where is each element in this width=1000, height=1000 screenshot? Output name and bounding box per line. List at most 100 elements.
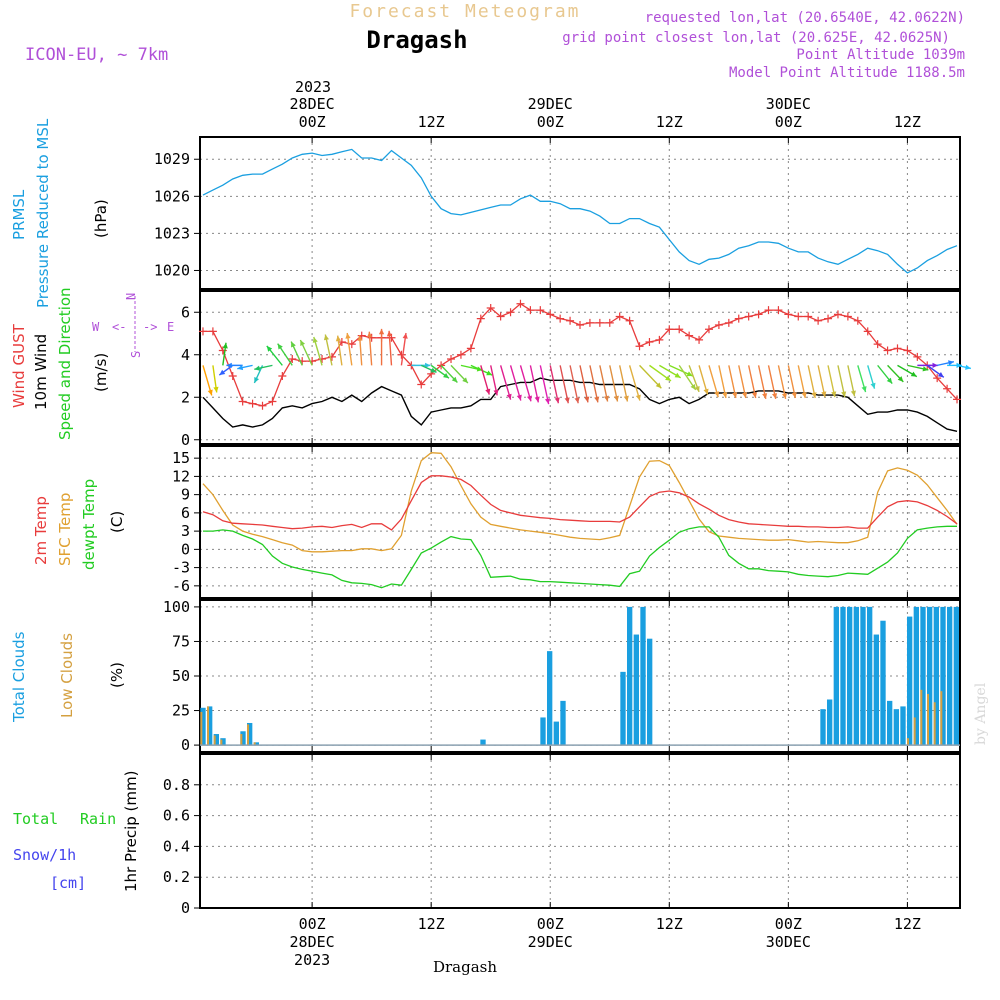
wind-arrow-head [564,397,570,404]
total-cloud-bar [947,606,953,746]
wind-arrow-head [506,393,512,400]
wind-arrow-head [821,391,827,398]
total-cloud-bar [860,606,866,746]
wind-arrow-head [335,335,342,342]
footer-location: Dragash [433,958,497,976]
top-time-label: 00Z [537,113,564,131]
gust-point [824,314,833,323]
wind-arrow-head [207,389,213,396]
wind-arrow-head [674,372,681,378]
wind-arrow-head [213,386,219,393]
prmsl-label: PRMSL [10,189,28,240]
gust-point [595,318,604,327]
pressure-ytick-label: 1020 [154,261,190,279]
wind-arrow [609,365,619,402]
wind-arrow [559,365,569,404]
total-cloud-bar [893,709,899,746]
wind-arrow [346,332,353,366]
wind-arrow [628,365,641,401]
low-cloud-bar [240,734,243,746]
sfc-temp-line [202,452,958,553]
wind-arrow-head [300,340,306,346]
total-cloud-bar [840,606,846,746]
forecast-meteogram-subtitle: Forecast Meteogram [349,1,580,22]
wind-arrow-head [219,369,226,376]
wind-arrow-head [574,397,580,404]
pressure-line [202,148,958,274]
wind-arrow-head [781,393,788,399]
wind-arrow-head [811,392,817,399]
gust-point [516,299,525,308]
gust-point [367,333,376,342]
speed-direction-label: Speed and Direction [56,287,74,440]
low-cloud-bar [933,702,936,746]
gust-point [605,318,614,327]
dewpt-line [203,525,957,589]
requested-coordinates: requested lon,lat (20.6540E, 42.0622N) [645,10,965,26]
pressure-ytick-label: 1029 [154,150,190,168]
precip-frame [199,753,961,909]
total-cloud-bar [560,700,566,746]
gust-point [675,325,684,334]
low-clouds-label: Low Clouds [58,633,76,718]
wind-arrow-head [732,392,738,399]
tsfc-label: SFC Temp [56,493,74,566]
gust-point [248,399,257,408]
gust-point [576,321,584,329]
gust-point [704,325,713,334]
gust-point [695,335,704,344]
pressure-panel: 1020 1023 1026 1029 [154,136,961,290]
wind-arrow-head [425,362,431,368]
wind-arrow-head [603,395,610,402]
temperature-ytick-label: -3 [172,559,190,577]
wind-ytick-label: 4 [181,346,190,364]
wind-arrow-head [312,336,318,343]
pressure-ytick-label: 1023 [154,224,190,242]
wind-arrow [797,365,806,399]
wind-arrow-head [841,391,847,398]
temperature-ytick-label: 3 [181,522,190,540]
gust-point [814,316,823,325]
bottom-time-label: 00Z [299,915,326,933]
low-cloud-bar [907,738,909,746]
gust-point [318,355,327,363]
cm-unit-label: [cm] [50,874,86,892]
rain-label: Rain [80,810,116,828]
total-cloud-bar [873,634,879,746]
wind-10m-line [202,377,958,432]
gust-point [566,316,575,325]
wind-arrow-head [613,395,619,402]
wind-arrow-head [534,396,540,403]
low-cloud-bar [220,739,223,746]
gust-point [486,304,495,312]
total-cloud-bar [880,620,886,746]
credit-watermark: by Angel [973,682,989,745]
gust-point [327,352,336,361]
wind-arrow-head [357,335,363,341]
gust-point [933,374,942,383]
clouds-frame [199,599,961,753]
top-time-label: 28DEC [290,95,335,113]
total-cloud-bar [820,709,826,746]
total-cloud-bar [627,606,633,746]
wind-arrow [589,365,599,403]
gust-point [546,310,555,319]
total-cloud-bar [247,722,253,746]
top-time-label: 30DEC [766,95,811,113]
wind-arrow [718,365,727,399]
wind-arrow-head [897,376,904,382]
gust-point [288,355,297,363]
gust-point [447,355,456,363]
total-cloud-bar [220,738,226,746]
wind-arrow [579,365,589,403]
clouds-ytick-label: 100 [163,598,190,616]
wind-arrow-head [254,376,260,383]
clouds-ytick-label: 0 [181,736,190,754]
low-cloud-bar [207,706,209,746]
bottom-time-label: 12Z [656,915,683,933]
model-name: ICON-EU, ~ 7km [25,45,168,65]
low-cloud-bar [927,693,929,746]
gust-point [913,352,922,361]
wind-arrow-head [451,376,458,383]
total-cloud-bar [253,742,259,746]
